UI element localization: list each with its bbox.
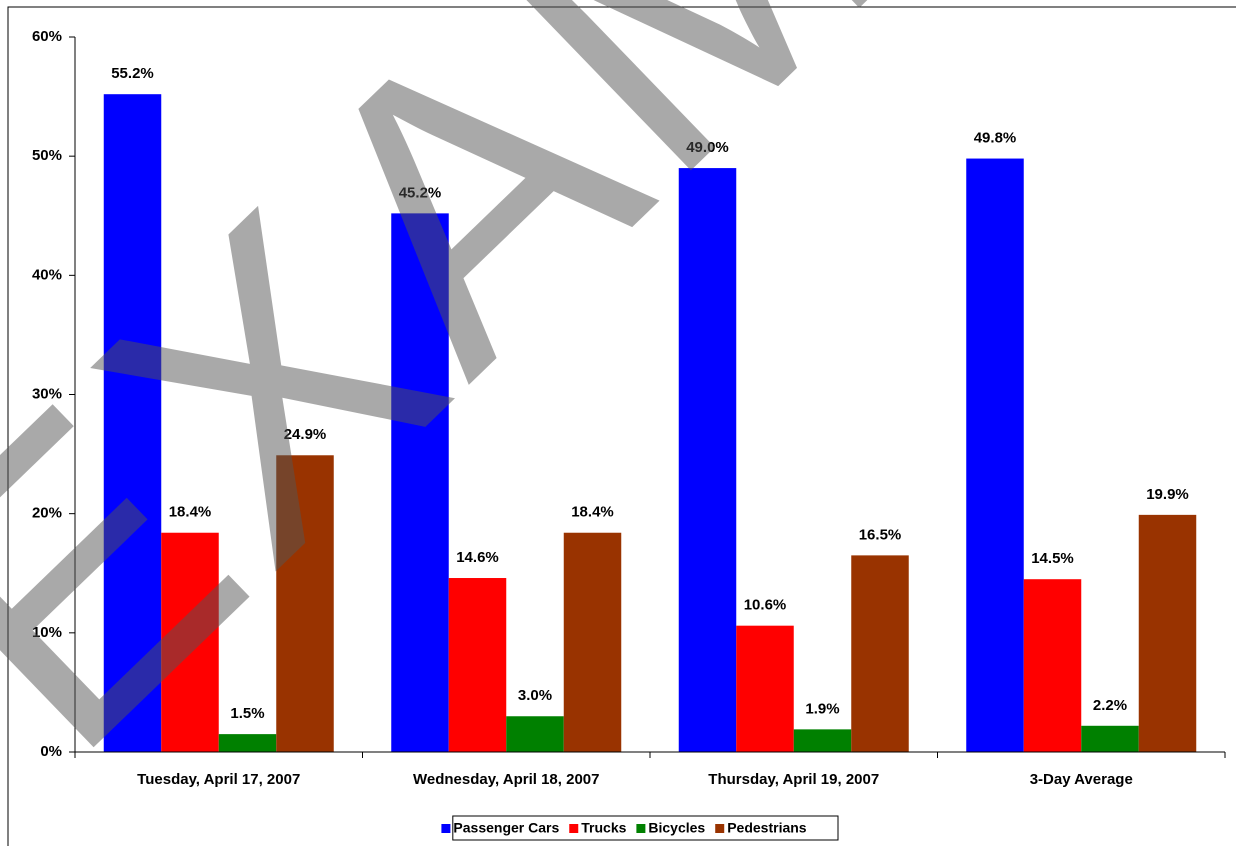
value-label: 3.0%: [518, 687, 552, 704]
bar: [793, 729, 852, 752]
bar: [391, 213, 449, 752]
y-tick-label: 20%: [32, 505, 62, 522]
y-tick-label: 40%: [32, 266, 62, 283]
bar: [678, 168, 737, 753]
bar: [851, 555, 909, 752]
value-label: 1.5%: [230, 705, 264, 722]
value-label: 18.4%: [169, 504, 212, 521]
legend-label: Pedestrians: [727, 820, 807, 836]
legend-swatch: [441, 824, 451, 833]
bar: [966, 158, 1024, 753]
x-tick-label: Wednesday, April 18, 2007: [413, 771, 599, 788]
value-label: 16.5%: [859, 526, 902, 543]
bar: [1023, 579, 1082, 752]
bar: [736, 625, 794, 752]
value-label: 14.5%: [1031, 550, 1074, 567]
value-label: 55.2%: [111, 65, 154, 82]
bar: [448, 578, 507, 752]
bar: [218, 734, 277, 752]
value-label: 2.2%: [1093, 697, 1127, 714]
bar: [161, 532, 219, 752]
x-tick-label: 3-Day Average: [1030, 771, 1133, 788]
value-label: 1.9%: [805, 700, 839, 717]
value-label: 49.0%: [686, 139, 729, 156]
x-tick-label: Thursday, April 19, 2007: [708, 771, 879, 788]
y-tick-label: 50%: [32, 147, 62, 164]
legend-swatch: [569, 824, 579, 833]
legend: Passenger Cars Trucks Bicycles Pedestrians: [441, 815, 839, 841]
legend-label: Trucks: [581, 820, 626, 836]
value-label: 10.6%: [744, 597, 787, 614]
bar: [1138, 514, 1197, 752]
value-label: 14.6%: [456, 549, 499, 566]
legend-label: Passenger Cars: [453, 820, 559, 836]
value-label: 45.2%: [399, 184, 442, 201]
bar: [1081, 725, 1139, 752]
x-tick-label: Tuesday, April 17, 2007: [137, 771, 300, 788]
bar: [563, 532, 622, 752]
bar: [103, 94, 162, 752]
legend-swatch: [715, 824, 725, 833]
legend-label: Bicycles: [648, 820, 705, 836]
bar: [276, 455, 334, 752]
y-tick-label: 10%: [32, 624, 62, 641]
legend-swatch: [636, 824, 646, 833]
y-tick-label: 60%: [32, 28, 62, 45]
legend-box: [452, 815, 839, 841]
value-label: 19.9%: [1146, 486, 1189, 503]
y-tick-label: 30%: [32, 385, 62, 402]
y-tick-label: 0%: [40, 743, 62, 760]
value-label: 18.4%: [571, 504, 614, 521]
bar: [506, 716, 564, 752]
value-label: 24.9%: [284, 426, 327, 443]
value-label: 49.8%: [974, 130, 1017, 147]
